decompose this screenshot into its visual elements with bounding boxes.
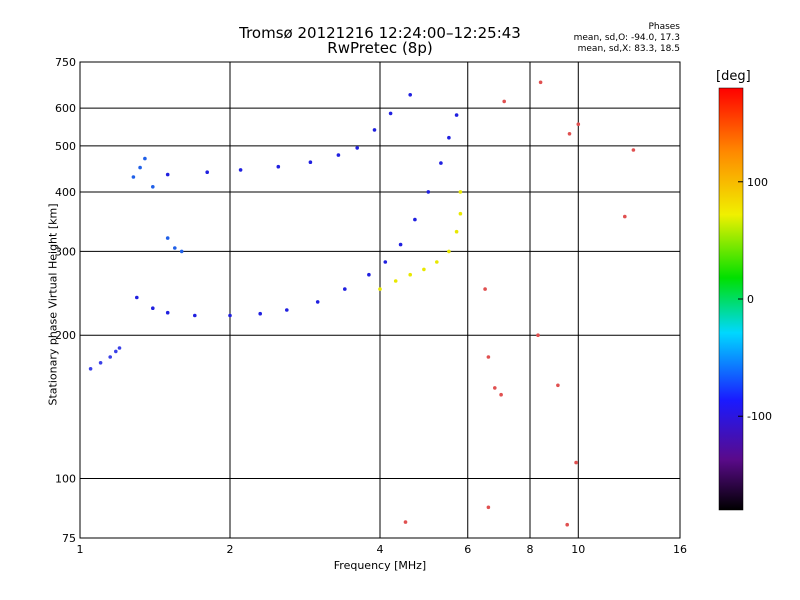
data-point <box>556 383 560 388</box>
x-tick-label: 10 <box>571 543 585 556</box>
chart-subtitle: RwPretec (8p) <box>327 39 433 57</box>
data-point <box>393 279 398 283</box>
data-point <box>383 260 388 264</box>
colorbar-unit-label: [deg] <box>716 69 751 84</box>
data-point <box>315 300 320 304</box>
data-point <box>308 160 313 164</box>
phase-header: Phases <box>648 22 680 32</box>
data-point <box>422 267 426 272</box>
data-point <box>576 122 581 126</box>
data-point <box>367 272 371 277</box>
data-point <box>567 132 572 136</box>
data-point <box>631 148 636 152</box>
data-point <box>165 172 170 177</box>
data-point <box>408 272 413 277</box>
colorbar-tick-label: -100 <box>747 410 772 423</box>
data-point <box>165 310 170 315</box>
y-tick-label: 600 <box>55 102 76 115</box>
x-tick-label: 8 <box>527 543 534 556</box>
data-point <box>458 190 463 194</box>
y-tick-label: 200 <box>55 329 76 342</box>
data-point <box>336 153 341 157</box>
y-tick-label: 400 <box>55 186 76 199</box>
data-point <box>408 93 413 97</box>
x-tick-label: 4 <box>377 543 384 556</box>
y-tick-label: 300 <box>55 245 76 258</box>
data-point <box>276 164 281 169</box>
y-tick-label: 75 <box>62 532 76 545</box>
data-point <box>426 190 431 194</box>
plot-frame <box>79 61 681 539</box>
data-point <box>454 113 459 117</box>
data-point <box>88 367 93 371</box>
data-point <box>238 168 243 172</box>
data-point <box>623 214 627 219</box>
data-point <box>131 175 136 179</box>
data-point <box>193 313 197 318</box>
data-point <box>285 308 289 312</box>
data-point <box>135 295 139 300</box>
data-point <box>179 249 184 254</box>
x-axis-label: Frequency [MHz] <box>333 559 427 572</box>
data-point <box>114 349 118 354</box>
data-point <box>538 80 543 85</box>
y-tick-label: 750 <box>55 56 76 69</box>
data-point <box>372 128 377 132</box>
colorbar-tick-label: 0 <box>747 293 754 306</box>
data-point <box>439 161 443 165</box>
data-point <box>486 355 491 359</box>
data-point <box>502 99 507 104</box>
phase-o-stats: mean, sd,O: -94.0, 17.3 <box>573 33 680 43</box>
x-tick-label: 16 <box>673 543 687 556</box>
data-point <box>173 246 177 250</box>
data-point <box>486 505 491 510</box>
data-point <box>454 229 459 234</box>
data-point <box>151 306 155 311</box>
data-point <box>458 211 463 216</box>
data-point <box>205 170 209 174</box>
data-point <box>574 460 578 465</box>
colorbar-tick-label: 100 <box>747 176 768 189</box>
y-tick-label: 100 <box>55 473 76 486</box>
x-tick-label: 6 <box>464 543 471 556</box>
data-point <box>398 242 403 247</box>
data-point <box>165 236 170 240</box>
data-point <box>378 287 382 291</box>
data-point <box>499 392 503 397</box>
data-point <box>117 346 122 350</box>
data-point <box>403 520 408 524</box>
data-point <box>143 156 147 161</box>
x-tick-label: 2 <box>227 543 234 556</box>
data-point <box>228 313 232 318</box>
data-point <box>388 111 393 116</box>
data-point <box>413 217 417 222</box>
phase-x-stats: mean, sd,X: 83.3, 18.5 <box>577 44 680 54</box>
data-point <box>447 249 451 254</box>
chart-title: Tromsø 20121216 12:24:00–12:25:43 <box>239 24 521 42</box>
data-point <box>138 165 142 170</box>
x-tick-label: 1 <box>77 543 84 556</box>
data-point <box>355 146 360 150</box>
data-point <box>258 311 263 316</box>
data-point <box>151 185 155 189</box>
data-point <box>108 355 112 359</box>
data-point <box>493 386 497 390</box>
data-point <box>435 260 439 264</box>
data-point <box>536 333 540 338</box>
y-tick-label: 500 <box>55 140 76 153</box>
data-point <box>98 361 103 365</box>
data-point <box>565 522 569 527</box>
data-point <box>447 135 451 140</box>
data-point <box>483 287 487 291</box>
data-point <box>343 287 347 291</box>
